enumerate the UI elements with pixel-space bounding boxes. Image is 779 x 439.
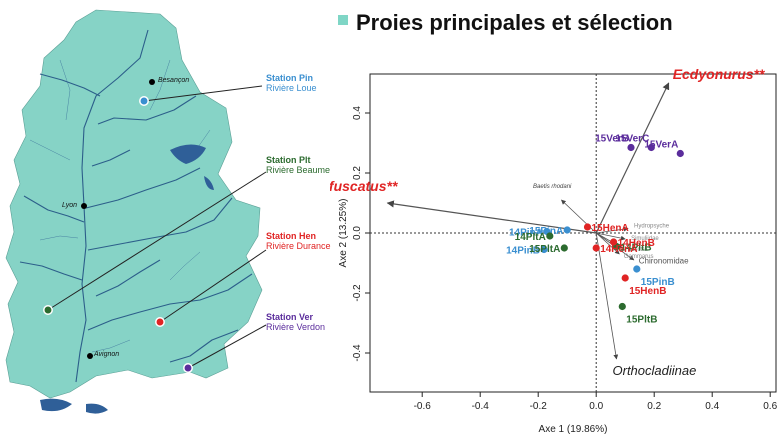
slide-title: Proies principales et sélection [356, 10, 673, 35]
data-point [627, 143, 635, 152]
point-label: 14HenB [618, 238, 655, 249]
data-point [592, 244, 600, 252]
vector-arrow [595, 82, 670, 234]
vector-label: Leuctra [628, 247, 649, 253]
point-label: 14HenA [600, 244, 637, 255]
vector-arrow [595, 232, 619, 360]
vector-label: Baetis fuscatus** [330, 178, 398, 194]
vector-label: Simuliidae [631, 236, 659, 242]
data-point [583, 223, 592, 231]
point-label: 15VerA [644, 140, 678, 151]
station-label-pin: Station Pin Rivière Loue [266, 73, 317, 93]
vector-label: Chironomidae [639, 256, 689, 265]
station-label-plt: Station Plt Rivière Beaume [266, 155, 330, 175]
point-label: 14PinB [506, 246, 540, 257]
data-point [621, 274, 629, 282]
y-tick-label: -0.2 [352, 284, 363, 302]
data-point [633, 265, 641, 273]
city-label-lyon: Lyon [62, 202, 78, 209]
city-label-besancon: Besançon [158, 77, 190, 84]
x-tick-label: 0.2 [647, 401, 661, 412]
vector-arrow [596, 232, 626, 241]
x-tick-label: 0.6 [763, 401, 777, 412]
x-tick-label: 0.4 [705, 401, 719, 412]
title-bullet [338, 15, 348, 25]
region-shape [5, 9, 263, 399]
x-tick-label: -0.4 [472, 401, 490, 412]
station-river: Rivière Verdon [266, 322, 326, 332]
station-name: Station Plt [266, 155, 311, 165]
vector-label: Ecdyonurus** [673, 66, 765, 82]
point-label: 14PltB [621, 243, 652, 254]
data-point [563, 226, 571, 234]
point-label: 15PinB [641, 277, 675, 288]
station-pin-marker [139, 96, 149, 106]
data-point [618, 302, 626, 311]
x-tick-label: -0.2 [530, 401, 548, 412]
lake-bourget [204, 176, 214, 190]
plot-area: -0.6 -0.4 -0.2 0.0 0.2 0.4 0.6 -0.4 -0.2 0.0 0.2 0.… [330, 66, 778, 412]
station-river: Rivière Beaume [266, 165, 331, 175]
vector-label: Baetis rhodani [533, 184, 572, 190]
y-tick-label: 0.2 [352, 166, 363, 180]
vector-label: Hydropsyche [634, 224, 670, 230]
station-name: Station Ver [266, 312, 314, 322]
station-river: Rivière Loue [266, 83, 317, 93]
station-label-ver: Station Ver Rivière Verdon [266, 312, 325, 332]
point-label: 15PltA [529, 244, 560, 255]
point-label: 14PinA [509, 228, 543, 239]
vector-label: Gammarus [624, 254, 654, 260]
city-label-avignon: Avignon [94, 351, 120, 358]
vector-label: Orthocladiinae [613, 363, 697, 378]
data-point [546, 232, 554, 240]
station-label-hen: Station Hen Rivière Durance [266, 231, 331, 251]
data-point [610, 238, 618, 246]
data-point [676, 149, 684, 158]
sea-lagoons [40, 398, 108, 414]
point-label: 15PltB [626, 315, 657, 326]
point-label: 14PltA [515, 232, 546, 243]
y-tick-label: 0.0 [352, 226, 363, 240]
vector-arrow [596, 226, 629, 234]
x-tick-label: -0.6 [414, 401, 432, 412]
lake-geneva [170, 144, 206, 164]
station-hen-marker [155, 317, 165, 327]
study-area-map [5, 9, 267, 414]
point-label: 15HenA [592, 223, 629, 234]
pca-biplot: -0.6 -0.4 -0.2 0.0 0.2 0.4 0.6 -0.4 -0.2 0.0 0.2 0.… [330, 66, 778, 435]
vector-arrow [595, 232, 620, 255]
vector-arrow [386, 200, 597, 234]
station-river: Rivière Durance [266, 241, 331, 251]
data-point [540, 245, 548, 254]
data-point [560, 244, 568, 252]
rivers [19, 29, 253, 383]
x-tick-label: 0.0 [589, 401, 603, 412]
station-name: Station Pin [266, 73, 313, 83]
y-axis-label: Axe 2 (13.25%) [338, 199, 349, 268]
y-tick-label: -0.4 [352, 344, 363, 362]
point-label: 15VerB [595, 134, 629, 145]
x-axis-label: Axe 1 (19.86%) [539, 424, 608, 435]
station-plt-marker [43, 305, 53, 315]
data-point [647, 143, 655, 152]
y-tick-label: 0.4 [352, 106, 363, 120]
station-name: Station Hen [266, 231, 317, 241]
station-ver-marker [183, 363, 193, 373]
point-label: 15VerC [615, 134, 649, 145]
point-label: 15HenB [629, 286, 666, 297]
